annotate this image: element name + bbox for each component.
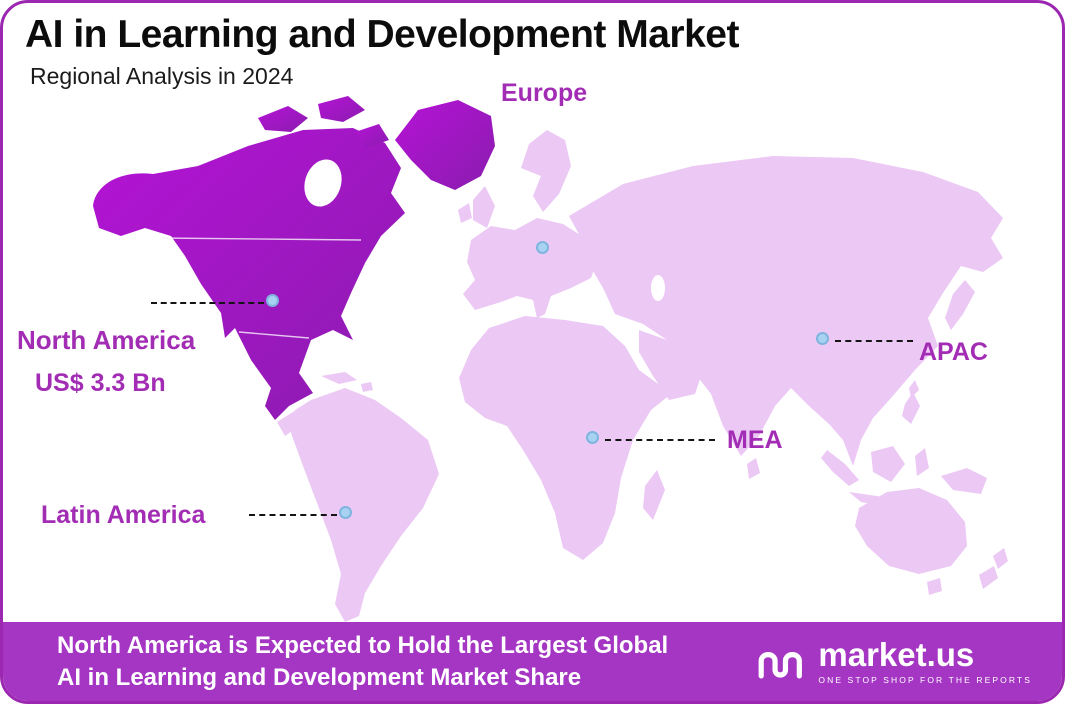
island-borneo [871, 446, 905, 482]
island-taiwan [909, 380, 919, 398]
island-philippines [902, 392, 920, 424]
marketus-wave-icon [758, 651, 803, 678]
continent-australia [855, 488, 967, 574]
brand-name: market.us [818, 636, 975, 673]
sea-caspian [651, 275, 665, 301]
connector-north-america [151, 302, 264, 304]
island-tasmania [927, 578, 942, 595]
island-uk [473, 186, 495, 228]
island-greenland [395, 100, 495, 190]
island-madagascar [643, 470, 665, 520]
footer-headline-line2: AI in Learning and Development Market Sh… [57, 663, 582, 691]
connector-mea [605, 439, 715, 441]
light-regions [277, 130, 1008, 622]
island-new-zealand-north [993, 548, 1008, 569]
footer-headline: North America is Expected to Hold the La… [57, 630, 668, 693]
label-latin-america: Latin America [41, 501, 206, 529]
marker-mea-icon [586, 431, 599, 444]
page-subtitle: Regional Analysis in 2024 [30, 63, 294, 89]
marker-north-america-icon [266, 294, 279, 307]
islands-arctic-3 [355, 124, 389, 148]
island-new-zealand-south [979, 566, 998, 589]
brand-tagline: ONE STOP SHOP FOR THE REPORTS [818, 675, 1032, 685]
continent-africa [459, 316, 671, 560]
region-central-america [277, 404, 313, 436]
island-ireland [458, 203, 472, 223]
brand-text: market.us ONE STOP SHOP FOR THE REPORTS [818, 638, 1032, 685]
sea-hudson-bay [304, 159, 342, 207]
border-us-mexico [238, 331, 310, 339]
island-sri-lanka [747, 458, 760, 479]
island-japan [945, 280, 975, 330]
continent-south-america [291, 388, 439, 622]
value-north-america: US$ 3.3 Bn [35, 369, 166, 397]
marker-latin-america-icon [339, 506, 352, 519]
region-scandinavia [521, 130, 571, 212]
label-north-america: North America [17, 325, 196, 355]
island-hispaniola [361, 382, 373, 392]
island-sumatra [821, 450, 859, 486]
footer-banner: North America is Expected to Hold the La… [3, 622, 1062, 701]
border-us-canada [157, 237, 362, 241]
label-apac: APAC [919, 338, 988, 366]
world-map [93, 96, 1008, 622]
continent-europe [463, 218, 599, 318]
brand-logo: market.us ONE STOP SHOP FOR THE REPORTS [756, 638, 1032, 685]
label-europe: Europe [501, 79, 588, 107]
connector-latin-america [249, 514, 337, 516]
islands-arctic-1 [258, 106, 308, 132]
marker-europe-icon [536, 241, 549, 254]
island-sulawesi [915, 448, 929, 476]
marker-apac-icon [816, 332, 829, 345]
islands-arctic-2 [318, 96, 365, 122]
continent-asia [569, 156, 1003, 466]
label-mea: MEA [727, 426, 783, 454]
page-title: AI in Learning and Development Market [25, 13, 739, 56]
footer-headline-line1: North America is Expected to Hold the La… [57, 631, 669, 659]
connector-apac [835, 340, 913, 342]
island-new-guinea [941, 468, 987, 494]
island-cuba [321, 372, 357, 384]
